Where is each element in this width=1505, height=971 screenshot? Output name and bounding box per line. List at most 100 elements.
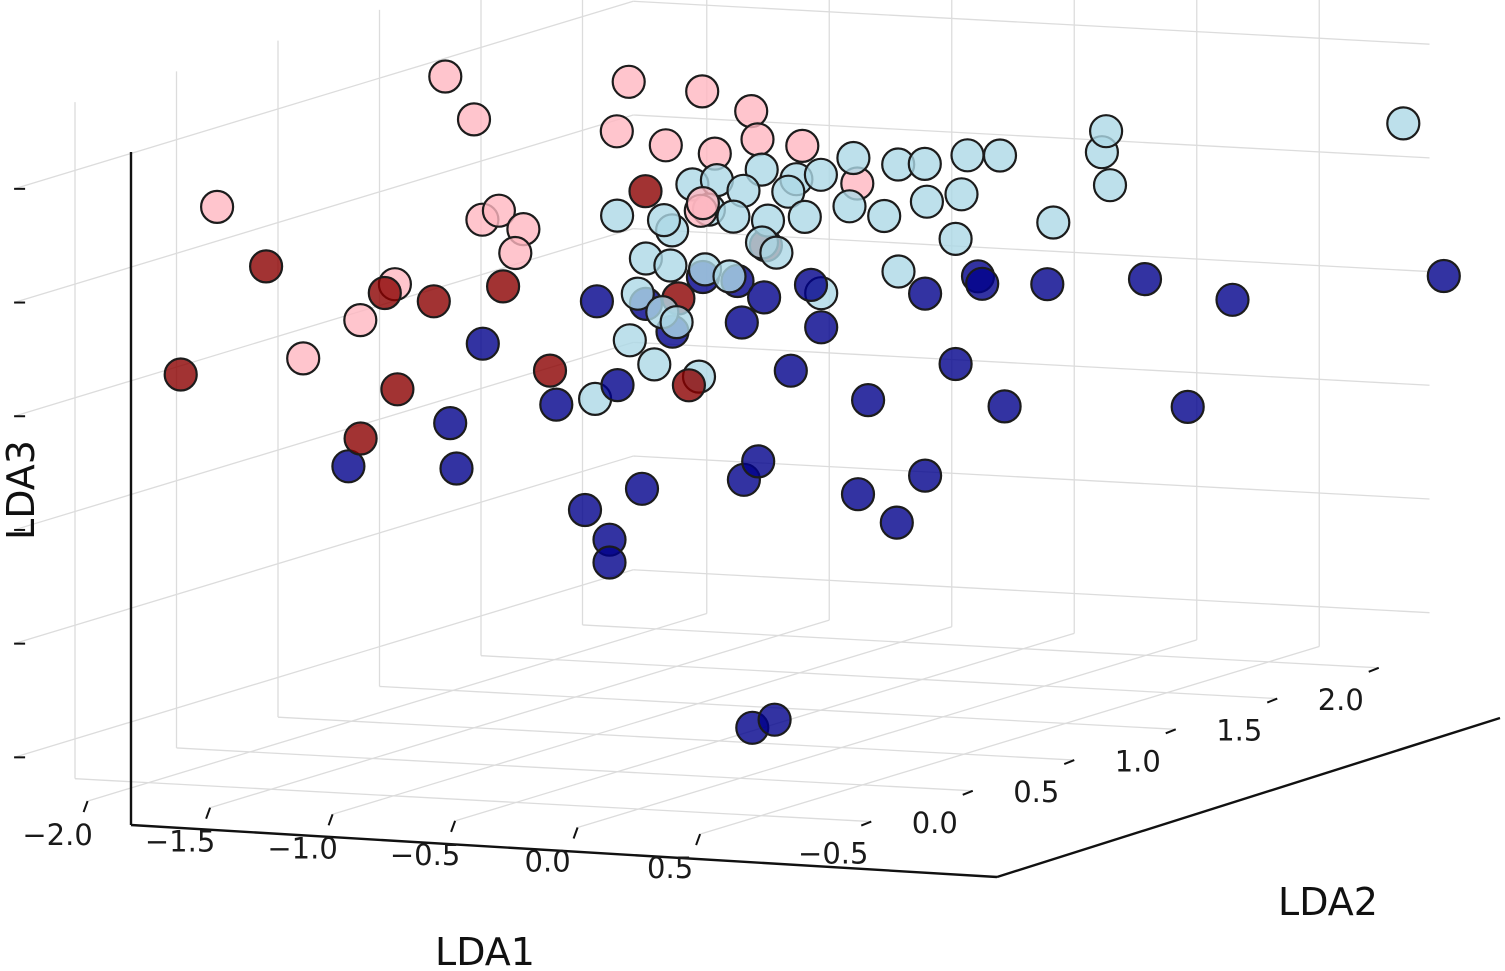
scatter-point-light-blue [771,174,806,209]
scatter-point-dark-blue [793,267,829,302]
scatter-point-pink [685,74,720,109]
y-tick-label: 1.5 [1216,714,1262,748]
x-tick-mark [82,800,89,813]
scatter-point-dark-blue [907,458,943,493]
scatter-point-dark-blue [592,545,627,580]
grid-line-side-z [13,114,634,304]
x-tick-label: −1.0 [267,831,337,865]
x-tick-mark [695,833,702,846]
scatter-point-light-blue [1386,106,1421,141]
tick-layer: −2.0 −1.5 −1.0 −0.5 0.0 0.5 −0.5 0.0 0.5 1.0 1.5 2.… [14,187,1380,885]
x-tick-label: 0.5 [647,851,693,885]
scatter-point-dark-blue [965,266,1000,301]
scatter-point-light-blue [716,199,751,234]
grid-line-floor-y [480,655,1278,700]
y-tick-mark [962,789,974,796]
y-axis-title: LDA2 [1278,880,1378,924]
scatter-point-pink [734,93,769,129]
scatter-point-pink [611,64,646,99]
scatter-point-pink [428,59,463,94]
y-tick-mark [1063,759,1075,766]
scatter-point-dark-blue [1426,258,1461,294]
scatter-point-light-blue [620,276,655,311]
scatter-point-dark-blue [1215,282,1250,317]
y-tick-mark [1165,728,1177,735]
grid-line-side-z [13,228,634,417]
scatter-point-light-blue [1036,205,1071,240]
scatter-point-dark-blue [624,471,660,506]
grid-line-back-z [633,569,1430,614]
scatter-point-dark-red [249,249,284,284]
scatter-point-pink [498,235,533,271]
y-tick-mark [860,820,872,827]
scatter-point-dark-blue [539,387,574,422]
scatter-point-dark-red [343,421,378,456]
scatter-point-light-blue [759,235,794,270]
y-tick-label: 0.0 [912,806,958,840]
grid-line-floor-x [87,612,707,802]
scatter-point-pink [685,186,721,221]
scatter-point-pink [740,122,775,157]
scatter-point-dark-blue [907,276,943,311]
scatter-point-dark-red [416,284,451,319]
scatter-point-dark-blue [938,346,973,382]
x-axis-line [130,823,998,879]
scatter-point-dark-red [380,372,415,407]
z-axis-title: LDA3 [0,440,43,540]
grid-line-floor-y [74,778,872,823]
scatter-point-light-blue [832,189,867,224]
scatter-point-dark-blue [567,492,603,528]
scatter-point-dark-red [671,368,707,403]
scatter-point-dark-blue [741,444,776,479]
scatter-point-light-blue [950,138,985,173]
scatter-point-light-blue [938,221,973,256]
scatter-point-pink [200,189,235,224]
points-layer [163,59,1461,745]
y-axis-line [996,716,1501,879]
scatter-point-dark-red [628,174,663,209]
grid-line-floor-x [699,645,1320,835]
scatter-point-dark-blue [600,368,635,403]
scatter-point-pink [481,193,516,228]
grid-line-floor-y [176,747,973,792]
x-tick-label: −0.5 [390,838,460,872]
scatter-point-dark-blue [987,389,1022,424]
grid-line-side-z [13,455,634,645]
scatter-point-dark-red [367,275,402,311]
grid-line-floor-x [209,619,830,809]
scatter-point-dark-blue [850,383,886,418]
scatter-point-dark-blue [840,477,876,512]
y-tick-label: 1.0 [1115,744,1161,778]
scatter-point-dark-blue [439,451,474,486]
scatter-point-light-blue [836,140,871,176]
grid-line-back-z [633,114,1430,159]
grid-line-side-z [13,569,634,758]
scatter-point-pink [343,303,378,338]
scatter-point-pink [286,341,321,376]
scatter-point-light-blue [712,259,747,294]
scatter-point-light-blue [787,199,822,234]
scatter-point-light-blue [599,198,635,233]
grid-line-floor-x [577,639,1197,829]
scatter-point-pink [599,114,634,149]
scatter-point-light-blue [637,347,672,382]
scatter-point-dark-blue [757,702,792,737]
scatter-point-light-blue [653,248,688,283]
y-tick-label: −0.5 [798,837,868,871]
scatter-point-light-blue [867,198,902,234]
scatter-point-dark-blue [433,406,468,441]
y-tick-mark [1368,666,1380,673]
x-tick-mark [572,827,579,839]
scatter-point-pink [785,128,820,163]
scatter-point-light-blue [1092,168,1128,203]
scatter-point-dark-blue [879,505,914,540]
scatter-point-light-blue [944,177,979,212]
x-tick-label: −2.0 [22,818,92,852]
scatter-point-light-blue [1088,114,1124,149]
y-tick-mark [1266,697,1278,704]
scatter-point-pink [648,128,683,163]
scatter-point-dark-blue [804,310,839,345]
scatter-point-dark-red [532,353,568,388]
grid-line-side-z [13,341,634,531]
